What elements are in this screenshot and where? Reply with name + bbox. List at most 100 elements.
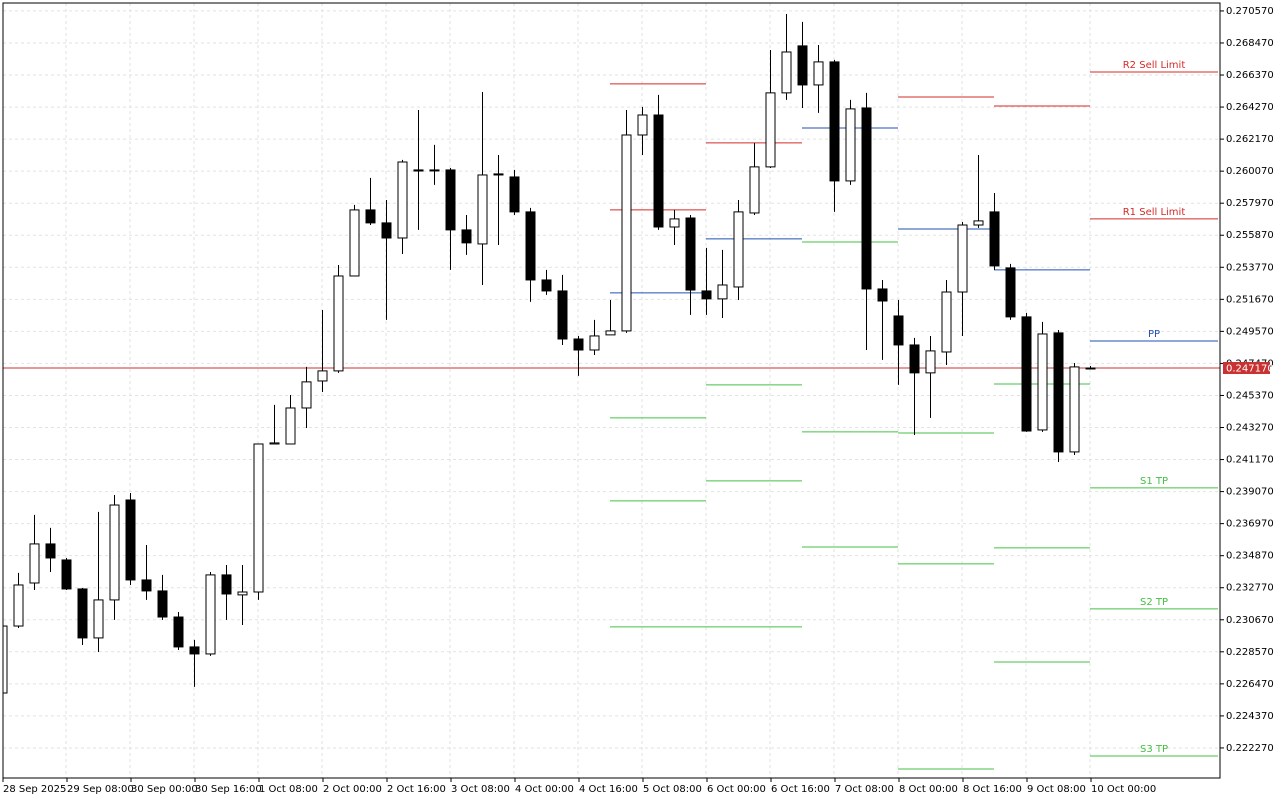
levels: R2 Sell Limit R1 Sell Limit PP S1 TP S2 TP S3… <box>3 60 1220 770</box>
y-tick-label: 0.226470 <box>1226 679 1274 690</box>
candle-body <box>525 211 536 281</box>
x-tick-label: 8 Oct 16:00 <box>963 784 1022 795</box>
candle-body <box>1069 366 1080 453</box>
candle-body <box>1053 332 1064 453</box>
candle-body <box>45 543 56 559</box>
x-tick-label: 10 Oct 00:00 <box>1091 784 1156 795</box>
candle-body <box>893 315 904 346</box>
x-tick-label: 4 Oct 00:00 <box>515 784 574 795</box>
candle-body <box>557 290 568 340</box>
current-price-tag <box>1223 361 1270 374</box>
x-tick-label: 2 Oct 00:00 <box>323 784 382 795</box>
candle-body <box>1021 316 1032 432</box>
x-tick-label: 6 Oct 16:00 <box>771 784 830 795</box>
candle-body <box>541 279 552 292</box>
y-tick-label: 0.249570 <box>1226 326 1274 337</box>
candle-body <box>509 176 520 213</box>
candle-body <box>141 579 152 592</box>
y-tick-label: 0.255870 <box>1226 230 1274 241</box>
y-tick-label: 0.264270 <box>1226 102 1274 113</box>
level-label: R2 Sell Limit <box>1123 60 1186 71</box>
y-tick-label: 0.224370 <box>1226 711 1274 722</box>
candle-body <box>349 209 360 277</box>
y-tick-label: 0.266370 <box>1226 70 1274 81</box>
candle-body <box>221 574 232 595</box>
y-tick-label: 0.257970 <box>1226 198 1274 209</box>
candle-body <box>829 61 840 182</box>
y-tick-label: 0.251670 <box>1226 294 1274 305</box>
candles <box>3 13 1096 694</box>
candle-body <box>93 599 104 639</box>
candle-body <box>973 220 984 226</box>
candle-body <box>109 504 120 601</box>
candle-body <box>1085 367 1096 370</box>
y-tick-label: 0.245370 <box>1226 390 1274 401</box>
candle-body <box>13 584 24 627</box>
y-tick-label: 0.234870 <box>1226 551 1274 562</box>
x-tick-label: 29 Sep 08:00 <box>67 784 134 795</box>
candle-body <box>909 344 920 374</box>
candle-body <box>781 51 792 94</box>
candle-body <box>77 588 88 639</box>
candle-body <box>845 108 856 182</box>
x-tick-label: 2 Oct 16:00 <box>387 784 446 795</box>
candle-body <box>669 218 680 228</box>
candle-body <box>493 173 504 176</box>
x-tick-label: 9 Oct 08:00 <box>1027 784 1086 795</box>
current-price-label: 0.247170 <box>1226 363 1274 374</box>
candle-body <box>173 616 184 648</box>
candle-body <box>797 45 808 86</box>
y-tick-label: 0.243270 <box>1226 423 1274 434</box>
x-tick-label: 8 Oct 00:00 <box>899 784 958 795</box>
candle-body <box>477 174 488 245</box>
candle-body <box>125 499 136 581</box>
y-tick-label: 0.260070 <box>1226 166 1274 177</box>
candle-body <box>653 114 664 228</box>
candle-body <box>813 61 824 86</box>
candle-body <box>621 134 632 332</box>
axes: 0.270570 0.268470 0.266370 0.264270 0.262170… <box>2 6 1274 795</box>
candle-body <box>765 92 776 168</box>
candle-body <box>925 350 936 374</box>
y-tick-label: 0.268470 <box>1226 38 1274 49</box>
candle-body <box>877 288 888 302</box>
level-label: R1 Sell Limit <box>1123 207 1186 218</box>
candle-body <box>413 169 424 172</box>
candle-body <box>685 217 696 291</box>
x-tick-label: 7 Oct 08:00 <box>835 784 894 795</box>
candle-body <box>205 574 216 655</box>
candle-body <box>381 222 392 239</box>
candle-body <box>397 161 408 239</box>
candle-body <box>253 443 264 593</box>
y-tick-label: 0.253770 <box>1226 262 1274 273</box>
level-label: S2 TP <box>1140 597 1168 608</box>
candle-body <box>941 291 952 353</box>
x-tick-label: 28 Sep 2025 <box>3 784 66 795</box>
candle-body <box>717 284 728 300</box>
candle-body <box>861 107 872 290</box>
candle-body <box>269 442 280 445</box>
candle-body <box>237 591 248 596</box>
candle-body <box>637 114 648 136</box>
candle-body <box>589 335 600 351</box>
y-tick-label: 0.262170 <box>1226 134 1274 145</box>
level-label: PP <box>1148 329 1160 340</box>
candle-body <box>989 211 1000 267</box>
candle-body <box>1037 333 1048 431</box>
candle-body <box>301 381 312 409</box>
y-tick-label: 0.230670 <box>1226 615 1274 626</box>
candle-body <box>445 169 456 231</box>
y-tick-label: 0.228570 <box>1226 647 1274 658</box>
candle-body <box>461 229 472 244</box>
candle-body <box>733 211 744 288</box>
candle-body <box>957 224 968 293</box>
y-tick-label: 0.236970 <box>1226 519 1274 530</box>
x-tick-label: 3 Oct 08:00 <box>451 784 510 795</box>
candle-body <box>429 169 440 172</box>
level-label: S3 TP <box>1140 744 1168 755</box>
candle-body <box>333 275 344 372</box>
x-tick-label: 6 Oct 00:00 <box>707 784 766 795</box>
candle-body <box>29 543 40 584</box>
